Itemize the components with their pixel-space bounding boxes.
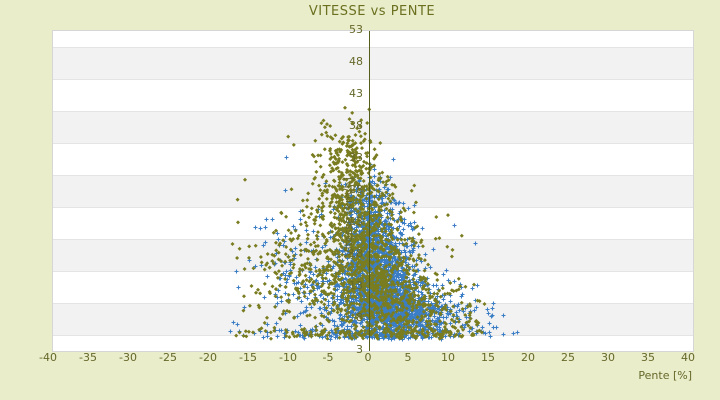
x-tick-label: 20 [521, 351, 535, 364]
y-tick-label: 18 [349, 247, 363, 260]
x-tick-label: -35 [79, 351, 97, 364]
y-tick-label: 53 [349, 23, 363, 36]
x-tick-label: -20 [199, 351, 217, 364]
y-tick-label: 13 [349, 279, 363, 292]
x-tick-label: 0 [364, 351, 372, 364]
chart-title: VITESSE vs PENTE [308, 4, 436, 19]
x-tick-label: 15 [481, 351, 495, 364]
x-tick-label: -10 [279, 351, 297, 364]
y-tick-label: 38 [349, 119, 363, 132]
y-axis-title: Vitesse [km/h] [342, 177, 355, 257]
x-tick-label: 5 [404, 351, 412, 364]
x-tick-label: 30 [601, 351, 615, 364]
y-tick-label: 43 [349, 87, 363, 100]
y-tick-label: 23 [349, 215, 363, 228]
y-tick-label: 48 [349, 55, 363, 68]
x-tick-label: 25 [561, 351, 575, 364]
x-tick-label: -5 [322, 351, 334, 364]
x-tick-label: -15 [239, 351, 257, 364]
x-tick-label: 35 [641, 351, 655, 364]
x-tick-label: 40 [681, 351, 695, 364]
plot-canvas [53, 31, 693, 351]
x-tick-label: -25 [159, 351, 177, 364]
y-tick-label: 8 [356, 311, 363, 324]
x-tick-label: -40 [39, 351, 57, 364]
x-tick-label: 10 [441, 351, 455, 364]
x-axis-title: Pente [%] [638, 369, 692, 382]
y-tick-label: 3 [356, 343, 363, 356]
x-tick-label: -30 [119, 351, 137, 364]
y-tick-label: 28 [349, 183, 363, 196]
plot-area [52, 30, 694, 352]
y-tick-label: 33 [349, 151, 363, 164]
